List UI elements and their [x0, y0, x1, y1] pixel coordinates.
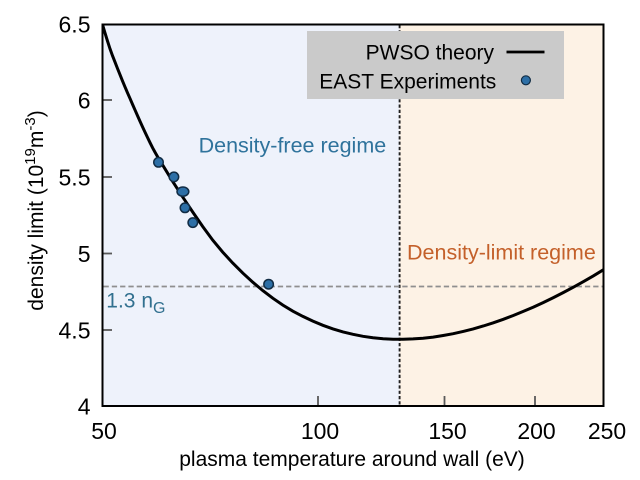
svg-text:100: 100 [301, 418, 339, 444]
svg-text:200: 200 [517, 418, 555, 444]
svg-text:Density-limit regime: Density-limit regime [407, 241, 596, 265]
svg-text:4: 4 [78, 393, 91, 419]
svg-text:150: 150 [428, 418, 466, 444]
svg-text:Density-free regime: Density-free regime [199, 134, 387, 158]
svg-text:5.5: 5.5 [59, 164, 91, 190]
svg-text:EAST Experiments: EAST Experiments [319, 70, 496, 93]
svg-text:PWSO theory: PWSO theory [366, 41, 495, 64]
svg-text:density limit (1019m-3): density limit (1019m-3) [22, 110, 48, 310]
svg-text:6: 6 [78, 87, 91, 113]
svg-text:plasma temperature around wall: plasma temperature around wall (eV) [179, 448, 525, 471]
svg-text:4.5: 4.5 [59, 317, 91, 343]
svg-text:50: 50 [91, 418, 117, 444]
svg-text:6.5: 6.5 [59, 12, 91, 38]
svg-text:250: 250 [588, 418, 626, 444]
svg-text:5: 5 [78, 241, 91, 267]
